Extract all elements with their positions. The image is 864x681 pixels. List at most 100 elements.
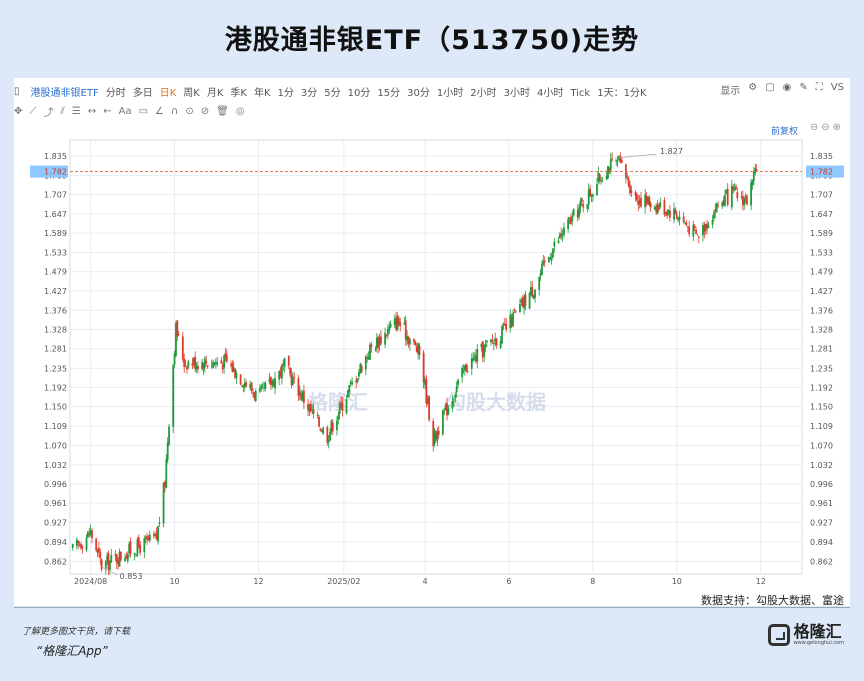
period-11[interactable]: 15分 (377, 87, 401, 99)
period-9[interactable]: 5分 (324, 87, 341, 99)
candle-body (139, 544, 142, 553)
candle-body (601, 181, 604, 183)
candle-body (192, 358, 195, 365)
watermark-right: 勾股大数据 (446, 390, 546, 414)
candle-body (454, 394, 457, 398)
panel-icon[interactable]: ▯ (14, 85, 20, 97)
camera-icon[interactable]: ◉ (782, 82, 792, 93)
restore-mode[interactable]: 前复权 (770, 127, 798, 137)
candle-body (165, 459, 168, 488)
period-12[interactable]: 30分 (407, 87, 430, 99)
display-menu[interactable]: 显示 (720, 86, 741, 97)
magnet-icon[interactable]: ∩ (171, 105, 179, 117)
ray-tool-icon[interactable]: ⤴ (43, 107, 54, 119)
note-tool-icon[interactable]: ▭ (138, 105, 149, 117)
candle-body (704, 223, 707, 231)
candle-body (649, 203, 652, 208)
y-tick-right: 1.328 (810, 325, 833, 334)
y-tick-left: 1.589 (44, 229, 67, 238)
delete-icon[interactable]: 🗑 (216, 105, 229, 117)
candle-body (579, 200, 582, 208)
candle-body (514, 310, 517, 312)
x-tick: 12 (756, 577, 766, 586)
candle-body (176, 320, 179, 337)
data-source: 数据支持：勾股大数据、富途 (701, 594, 844, 607)
candle-body (428, 396, 431, 421)
vs-button[interactable]: VS (830, 82, 844, 93)
text-tool-icon[interactable]: Aa (118, 105, 132, 117)
period-14[interactable]: 2小时 (470, 87, 497, 99)
candle-body (721, 202, 724, 207)
candle-body (666, 211, 669, 216)
candle-body (476, 349, 479, 362)
candle-body (688, 226, 691, 235)
period-13[interactable]: 1小时 (436, 87, 464, 99)
period-16[interactable]: 4小时 (536, 87, 564, 99)
candle-body (686, 226, 689, 228)
settings-icon[interactable]: ⚙ (748, 82, 758, 93)
pencil-icon[interactable]: ✎ (799, 82, 808, 93)
arrow-tool-icon[interactable]: ← (103, 105, 112, 117)
period-1[interactable]: 多日 (132, 87, 153, 99)
stock-name[interactable]: 港股通非银ETF (30, 87, 99, 99)
candle-body (635, 194, 638, 201)
x-tick: 12 (253, 577, 263, 586)
period-3[interactable]: 周K (183, 87, 200, 99)
period-7[interactable]: 1分 (277, 87, 294, 99)
channel-tool-icon[interactable]: ⫽ (60, 105, 65, 117)
candle-body (424, 380, 426, 385)
measure-icon[interactable]: ∠ (155, 105, 164, 117)
period-10[interactable]: 10分 (347, 87, 371, 99)
hide-icon[interactable]: ⊘ (200, 105, 210, 117)
candle-body (384, 332, 386, 345)
candle-body (582, 204, 585, 208)
candle-body (713, 212, 715, 219)
y-tick-right: 1.835 (810, 152, 833, 161)
candle-body (707, 225, 710, 229)
lock-icon[interactable]: ⊙ (185, 105, 194, 117)
candle-body (452, 399, 455, 401)
y-tick-left: 0.894 (44, 538, 67, 547)
y-tick-right: 1.376 (810, 306, 833, 315)
period-17[interactable]: Tick (570, 87, 591, 99)
candle-body (462, 370, 465, 372)
candle-body (77, 541, 80, 543)
y-tick-left: 0.862 (44, 557, 67, 566)
fullscreen-icon[interactable]: ⛶ (815, 82, 823, 93)
candle-body (549, 258, 552, 260)
candle-body (231, 363, 234, 372)
candle-body (726, 189, 729, 205)
crosshair-icon[interactable]: ✥ (14, 105, 23, 117)
candle-body (417, 343, 420, 354)
period-6[interactable]: 年K (253, 87, 271, 99)
candle-body (572, 208, 575, 216)
period-8[interactable]: 3分 (300, 87, 318, 99)
candle-body (367, 357, 370, 360)
y-tick-right: 1.647 (810, 210, 833, 219)
period-5[interactable]: 季K (230, 87, 247, 99)
eye-icon[interactable]: ◎ (235, 105, 245, 117)
x-tick: 4 (422, 577, 427, 586)
candle-body (356, 378, 359, 382)
period-2[interactable]: 日K (159, 87, 177, 99)
period-15[interactable]: 3小时 (503, 87, 530, 99)
candle-body (205, 361, 208, 364)
candle-body (254, 390, 257, 401)
period-0[interactable]: 分时 (105, 87, 126, 99)
candle-body (107, 553, 110, 570)
candle-body (99, 551, 102, 559)
fib-tool-icon[interactable]: ☰ (71, 105, 81, 117)
layout-icon[interactable]: ▢ (765, 82, 775, 93)
candle-body (197, 366, 199, 369)
candle-body (733, 188, 736, 191)
candle-body (512, 312, 514, 326)
range-tool-icon[interactable]: ↔ (87, 105, 97, 117)
y-tick-right: 1.192 (810, 383, 833, 392)
page-title: 港股通非银ETF（513750)走势 (224, 25, 640, 56)
period-4[interactable]: 月K (206, 87, 224, 99)
candle-body (433, 430, 436, 444)
view-controls[interactable]: ⊖⊖⊕ (809, 122, 844, 133)
period-18[interactable]: 1天：1分K (597, 87, 647, 99)
line-tool-icon[interactable]: ⟋ (29, 105, 37, 117)
